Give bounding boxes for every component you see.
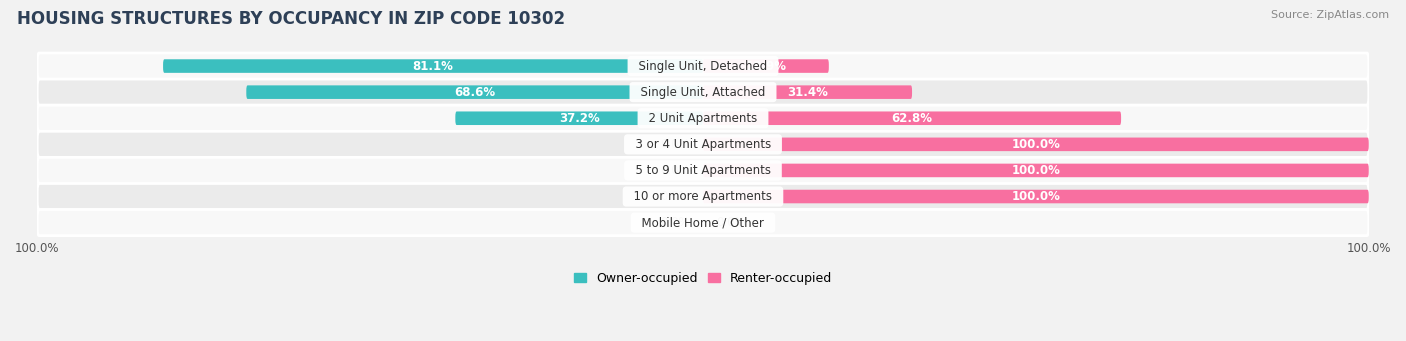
Text: 18.9%: 18.9% [745, 60, 786, 73]
Text: 68.6%: 68.6% [454, 86, 495, 99]
Text: 62.8%: 62.8% [891, 112, 932, 125]
Text: 0.0%: 0.0% [716, 216, 747, 229]
Text: 5 to 9 Unit Apartments: 5 to 9 Unit Apartments [627, 164, 779, 177]
Text: Single Unit, Detached: Single Unit, Detached [631, 60, 775, 73]
FancyBboxPatch shape [703, 85, 912, 99]
FancyBboxPatch shape [456, 112, 703, 125]
Text: 100.0%: 100.0% [1011, 190, 1060, 203]
FancyBboxPatch shape [37, 131, 1369, 158]
FancyBboxPatch shape [37, 210, 1369, 236]
FancyBboxPatch shape [246, 85, 703, 99]
Text: Mobile Home / Other: Mobile Home / Other [634, 216, 772, 229]
Text: 2 Unit Apartments: 2 Unit Apartments [641, 112, 765, 125]
Text: 0.0%: 0.0% [659, 190, 690, 203]
FancyBboxPatch shape [37, 79, 1369, 105]
FancyBboxPatch shape [37, 53, 1369, 79]
Text: HOUSING STRUCTURES BY OCCUPANCY IN ZIP CODE 10302: HOUSING STRUCTURES BY OCCUPANCY IN ZIP C… [17, 10, 565, 28]
FancyBboxPatch shape [703, 112, 1121, 125]
Text: 100.0%: 100.0% [1011, 138, 1060, 151]
FancyBboxPatch shape [703, 190, 1369, 203]
FancyBboxPatch shape [37, 158, 1369, 183]
Text: 81.1%: 81.1% [412, 60, 454, 73]
FancyBboxPatch shape [703, 164, 1369, 177]
FancyBboxPatch shape [703, 59, 828, 73]
Text: Single Unit, Attached: Single Unit, Attached [633, 86, 773, 99]
Text: 37.2%: 37.2% [558, 112, 599, 125]
Legend: Owner-occupied, Renter-occupied: Owner-occupied, Renter-occupied [574, 272, 832, 285]
FancyBboxPatch shape [37, 183, 1369, 210]
Text: 0.0%: 0.0% [659, 164, 690, 177]
Text: 0.0%: 0.0% [659, 216, 690, 229]
Text: 31.4%: 31.4% [787, 86, 828, 99]
Text: Source: ZipAtlas.com: Source: ZipAtlas.com [1271, 10, 1389, 20]
FancyBboxPatch shape [703, 137, 1369, 151]
FancyBboxPatch shape [163, 59, 703, 73]
FancyBboxPatch shape [37, 105, 1369, 131]
Text: 0.0%: 0.0% [659, 138, 690, 151]
Text: 10 or more Apartments: 10 or more Apartments [626, 190, 780, 203]
Text: 3 or 4 Unit Apartments: 3 or 4 Unit Apartments [627, 138, 779, 151]
Text: 100.0%: 100.0% [1011, 164, 1060, 177]
